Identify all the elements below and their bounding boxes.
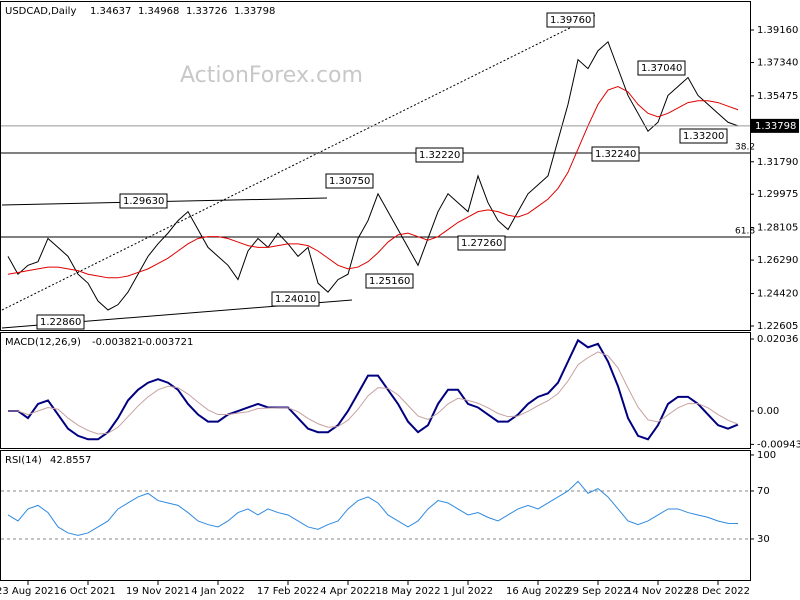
y-tick-label: 1.22605 xyxy=(757,321,798,332)
x-tick-label: 17 Feb 2022 xyxy=(257,586,319,597)
x-tick-label: 28 Dec 2022 xyxy=(686,586,750,597)
annotation-box xyxy=(546,12,595,28)
price-tag xyxy=(751,118,799,133)
series-line xyxy=(8,338,739,441)
level-label: 38.2 xyxy=(735,143,755,153)
annotation: 1.32240 xyxy=(595,149,636,160)
annotation-box xyxy=(119,193,168,209)
panel-border xyxy=(0,332,751,449)
y-tick-label: 1.24420 xyxy=(757,289,798,300)
panel-border xyxy=(0,1,751,331)
series-line xyxy=(7,480,739,536)
trend-line xyxy=(1,14,597,311)
y-tick-label: 1.28105 xyxy=(757,223,798,234)
y-tick-label: -0.009438 xyxy=(757,439,800,450)
annotation: 1.25160 xyxy=(369,276,410,287)
annotation: 1.24010 xyxy=(275,294,316,305)
x-tick-label: 6 Oct 2021 xyxy=(60,586,115,597)
x-tick-label: 23 Aug 2021 xyxy=(0,586,60,597)
y-tick-label: 1.37340 xyxy=(757,58,798,69)
y-tick-label: 1.31790 xyxy=(757,157,798,168)
annotation: 1.29630 xyxy=(123,196,164,207)
x-tick-label: 14 Nov 2022 xyxy=(626,586,690,597)
annotation-box xyxy=(36,314,85,330)
annotation: 1.22860 xyxy=(40,317,81,328)
series-line xyxy=(8,351,739,435)
close: 1.33798 xyxy=(234,6,275,17)
x-tick-label: 19 Nov 2021 xyxy=(126,586,190,597)
y-tick-label: 70 xyxy=(757,486,770,497)
rsi-value: 42.8557 xyxy=(50,455,91,466)
annotation: 1.27260 xyxy=(461,238,502,249)
series-line xyxy=(7,85,739,279)
annotation-box xyxy=(637,60,686,76)
panel-title: RSI(14) xyxy=(5,455,42,466)
annotation-box xyxy=(271,291,320,307)
y-tick-label: 0.02036 xyxy=(757,334,798,345)
x-tick-label: 4 Apr 2022 xyxy=(320,586,375,597)
signal-value: -0.003721 xyxy=(142,337,193,348)
macd-value: -0.003821 xyxy=(92,337,143,348)
y-tick-label: 1.35475 xyxy=(757,91,798,102)
x-tick-label: 18 May 2022 xyxy=(375,586,440,597)
x-tick-label: 4 Jan 2022 xyxy=(191,586,245,597)
y-tick-label: 30 xyxy=(757,534,770,545)
high: 1.34968 xyxy=(138,6,179,17)
y-tick-label: 1.39160 xyxy=(757,25,798,36)
panel-border xyxy=(0,450,751,581)
y-tick-label: 100 xyxy=(757,450,776,461)
annotation-box xyxy=(325,173,374,189)
y-tick-label: 1.29975 xyxy=(757,189,798,200)
annotation: 1.37040 xyxy=(641,63,682,74)
x-tick-label: 1 Jul 2022 xyxy=(443,586,493,597)
annotation-box xyxy=(591,146,640,162)
annotation-box xyxy=(679,128,728,144)
y-tick-label: 1.26290 xyxy=(757,255,798,266)
annotation: 1.33200 xyxy=(683,131,724,142)
y-tick-label: 0.00 xyxy=(757,406,779,417)
annotation-box xyxy=(457,235,506,251)
level-label: 61.8 xyxy=(735,227,755,237)
annotation: 1.30750 xyxy=(329,176,370,187)
open: 1.34637 xyxy=(90,6,131,17)
series-line xyxy=(7,40,739,311)
watermark: ActionForex.com xyxy=(180,63,363,88)
x-tick-label: 29 Sep 2022 xyxy=(566,586,629,597)
annotation-box xyxy=(365,273,414,289)
price-tag-label: 1.33798 xyxy=(755,121,796,132)
annotation-box xyxy=(415,147,464,163)
low: 1.33726 xyxy=(186,6,227,17)
annotation: 1.39760 xyxy=(550,15,591,26)
x-tick-label: 16 Aug 2022 xyxy=(506,586,570,597)
panel-title: MACD(12,26,9) xyxy=(5,337,81,348)
chart-title: USDCAD,Daily xyxy=(5,6,76,17)
annotation: 1.32220 xyxy=(419,150,460,161)
